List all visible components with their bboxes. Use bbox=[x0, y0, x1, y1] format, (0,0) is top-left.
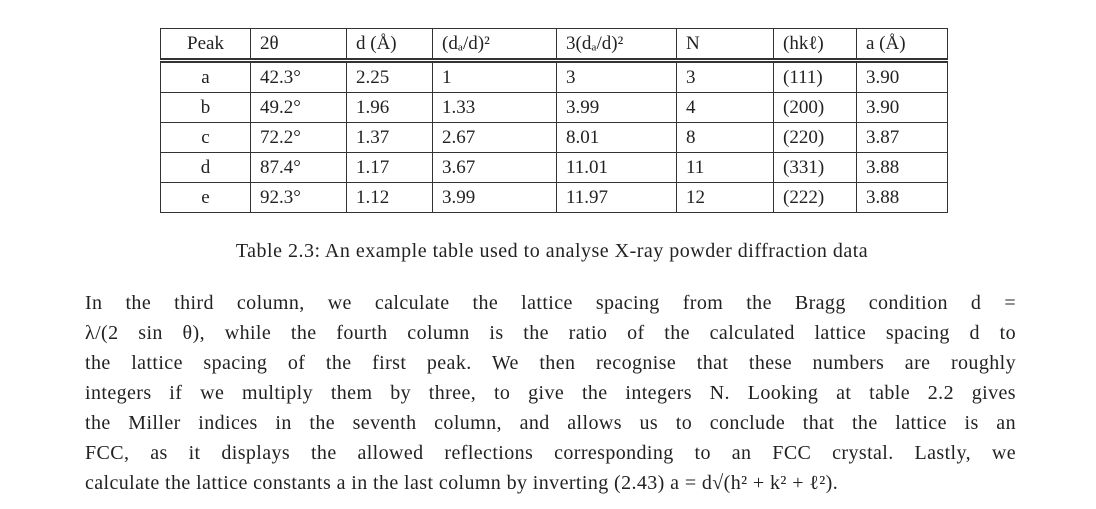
table-row: a 42.3° 2.25 1 3 3 (111) 3.90 bbox=[160, 60, 948, 93]
data-table: Peak 2θ d (Å) (dₐ/d)² 3(dₐ/d)² N (hkℓ) a (Å) a 42… bbox=[160, 28, 948, 213]
table-cell: 3.88 bbox=[856, 152, 948, 183]
text-line: the lattice spacing of the first peak. W… bbox=[85, 352, 1016, 374]
table-cell: 11 bbox=[676, 152, 774, 183]
table-cell: 3.88 bbox=[856, 182, 948, 213]
table-cell: 87.4° bbox=[250, 152, 347, 183]
table-cell: 49.2° bbox=[250, 92, 347, 123]
text-line: integers if we multiply them by three, t… bbox=[85, 382, 1016, 404]
text-line: the Miller indices in the seventh column… bbox=[85, 412, 1016, 434]
table-cell: 42.3° bbox=[250, 60, 347, 93]
header-cell: d (Å) bbox=[346, 28, 433, 63]
header-cell: 3(dₐ/d)² bbox=[556, 28, 677, 63]
table-row: e 92.3° 1.12 3.99 11.97 12 (222) 3.88 bbox=[160, 182, 948, 213]
header-cell: N bbox=[676, 28, 774, 63]
table-cell: e bbox=[160, 182, 251, 213]
table-cell: (200) bbox=[773, 92, 857, 123]
table-cell: 3.99 bbox=[432, 182, 557, 213]
header-cell: (hkℓ) bbox=[773, 28, 857, 63]
table-cell: b bbox=[160, 92, 251, 123]
table-cell: 8.01 bbox=[556, 122, 677, 153]
table-cell: c bbox=[160, 122, 251, 153]
table-cell: 2.67 bbox=[432, 122, 557, 153]
table-cell: 92.3° bbox=[250, 182, 347, 213]
table-cell: (331) bbox=[773, 152, 857, 183]
text-line: calculate the lattice constants a in the… bbox=[85, 472, 839, 494]
text-line: λ/(2 sin θ), while the fourth column is … bbox=[85, 322, 1016, 344]
table-cell: 3.99 bbox=[556, 92, 677, 123]
table-cell: d bbox=[160, 152, 251, 183]
table-cell: 1.37 bbox=[346, 122, 433, 153]
table-cell: 1.17 bbox=[346, 152, 433, 183]
table-cell: a bbox=[160, 60, 251, 93]
paragraph: In the third column, we calculate the la… bbox=[85, 288, 1016, 498]
table-cell: 11.97 bbox=[556, 182, 677, 213]
table-cell: 1.96 bbox=[346, 92, 433, 123]
header-row: Peak 2θ d (Å) (dₐ/d)² 3(dₐ/d)² N (hkℓ) a (Å) bbox=[160, 28, 948, 63]
table-cell: 3.67 bbox=[432, 152, 557, 183]
table-cell: 72.2° bbox=[250, 122, 347, 153]
table-cell: 2.25 bbox=[346, 60, 433, 93]
table-cell: 1 bbox=[432, 60, 557, 93]
text-line: In the third column, we calculate the la… bbox=[85, 292, 1016, 314]
table-cell: 11.01 bbox=[556, 152, 677, 183]
table-cell: 3 bbox=[676, 60, 774, 93]
table-cell: (111) bbox=[773, 60, 857, 93]
table-cell: 3 bbox=[556, 60, 677, 93]
table-cell: 12 bbox=[676, 182, 774, 213]
table-cell: 3.87 bbox=[856, 122, 948, 153]
header-cell: (dₐ/d)² bbox=[432, 28, 557, 63]
table-cell: 4 bbox=[676, 92, 774, 123]
table-cell: 1.12 bbox=[346, 182, 433, 213]
table-cell: (220) bbox=[773, 122, 857, 153]
text-line: FCC, as it displays the allowed reflecti… bbox=[85, 442, 1016, 464]
table-row: d 87.4° 1.17 3.67 11.01 11 (331) 3.88 bbox=[160, 152, 948, 183]
header-cell: Peak bbox=[160, 28, 251, 63]
header-cell: 2θ bbox=[250, 28, 347, 63]
table-row: c 72.2° 1.37 2.67 8.01 8 (220) 3.87 bbox=[160, 122, 948, 153]
table-caption: Table 2.3: An example table used to anal… bbox=[235, 240, 869, 262]
table-cell: 8 bbox=[676, 122, 774, 153]
table-cell: 1.33 bbox=[432, 92, 557, 123]
table-cell: (222) bbox=[773, 182, 857, 213]
header-cell: a (Å) bbox=[856, 28, 948, 63]
table-cell: 3.90 bbox=[856, 60, 948, 93]
table-row: b 49.2° 1.96 1.33 3.99 4 (200) 3.90 bbox=[160, 92, 948, 123]
table-cell: 3.90 bbox=[856, 92, 948, 123]
